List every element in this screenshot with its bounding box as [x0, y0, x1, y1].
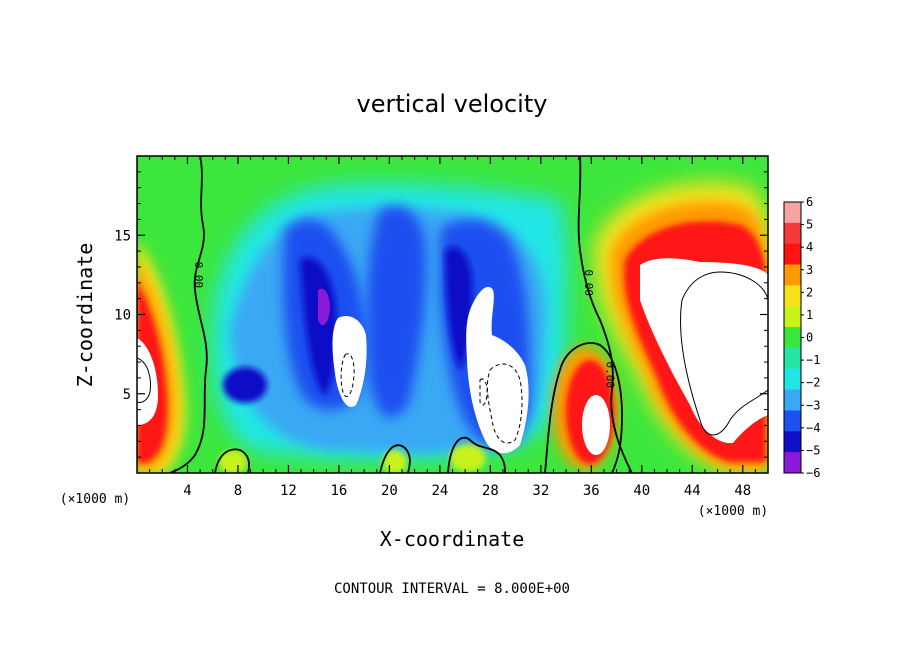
zero-contour — [214, 448, 250, 473]
colorbar-label: 0 — [806, 331, 813, 345]
zero-contour — [577, 156, 633, 473]
colorbar-swatch — [784, 347, 801, 370]
colorbar-swatch — [784, 222, 801, 245]
colorbar: 6 5 4 3 2 1 0 −1 −2 −3 −4 −5 −6 — [783, 195, 820, 480]
downdraft-core-west — [300, 257, 337, 395]
colorbar-label: −1 — [806, 353, 820, 367]
downdraft-deep-center — [367, 206, 427, 418]
negative-contour — [486, 363, 523, 444]
plot-field: 0.00 0.00 0.00 — [137, 156, 768, 473]
negative-contour — [340, 353, 355, 397]
x-tick-label: 48 — [734, 483, 751, 499]
colorbar-label: −4 — [806, 421, 820, 435]
saturated-region — [332, 315, 367, 408]
y-tick-label: 15 — [114, 228, 131, 244]
colorbar-label: −6 — [806, 466, 820, 480]
colorbar-label: 3 — [806, 263, 813, 277]
x-tick-label: 12 — [280, 483, 297, 499]
colorbar-swatch — [784, 327, 801, 349]
contour-label: 0.00 — [192, 262, 205, 289]
x-unit-label-right: (×1000 m) — [698, 504, 768, 519]
colorbar-label: −3 — [806, 398, 820, 412]
contour-labels: 0.00 0.00 0.00 — [192, 262, 616, 388]
y-axis-title: Z-coordinate — [73, 243, 97, 388]
positive-contour — [137, 357, 151, 403]
x-axis-title: X-coordinate — [380, 527, 525, 551]
colorbar-label: 1 — [806, 308, 813, 322]
colorbar-swatch — [784, 243, 801, 266]
contour-label: 0.00 — [603, 361, 616, 388]
colorbar-label: −5 — [806, 443, 820, 457]
colorbar-swatch — [784, 389, 801, 411]
colorbar-label: 6 — [806, 195, 813, 209]
updraft-cell-saturated — [582, 395, 610, 455]
zero-contour — [379, 444, 411, 473]
x-axis: 4 8 12 16 20 24 28 32 36 40 44 48 — [149, 156, 756, 499]
downdraft-streak-purple — [318, 288, 330, 326]
colorbar-swatch — [784, 285, 801, 307]
colorbar-label: −2 — [806, 376, 820, 390]
colorbar-swatch — [784, 431, 801, 453]
contour-label: 0.00 — [582, 270, 595, 297]
x-tick-label: 40 — [633, 483, 650, 499]
downdraft-lobe-left — [223, 367, 267, 403]
x-tick-label: 4 — [183, 483, 191, 499]
y-axis: 5 10 15 — [114, 171, 768, 458]
colorbar-swatch — [784, 306, 801, 328]
x-tick-label: 44 — [684, 483, 701, 499]
x-tick-label: 36 — [583, 483, 600, 499]
colorbar-swatch — [784, 410, 801, 432]
x-tick-label: 24 — [431, 483, 448, 499]
contour-interval-note: CONTOUR INTERVAL = 8.000E+00 — [334, 581, 570, 597]
colorbar-swatch — [784, 368, 801, 391]
downdraft-core-east — [445, 246, 473, 370]
zero-contour — [169, 156, 208, 473]
colorbar-swatch — [784, 202, 801, 224]
colorbar-label: 2 — [806, 285, 813, 299]
saturated-region — [137, 338, 158, 425]
y-tick-label: 10 — [114, 308, 131, 324]
y-tick-label: 5 — [123, 387, 131, 403]
zero-contour — [544, 342, 623, 473]
colorbar-label: 5 — [806, 218, 813, 232]
colorbar-swatch — [784, 264, 801, 286]
x-tick-label: 8 — [234, 483, 242, 499]
surface-cell — [450, 444, 486, 472]
x-unit-label-left: (×1000 m) — [60, 492, 130, 507]
colorbar-label: 4 — [806, 240, 813, 254]
chart-title: vertical velocity — [357, 90, 548, 118]
positive-contour — [680, 271, 768, 436]
surface-cell — [219, 450, 247, 473]
saturated-region — [640, 258, 768, 444]
saturated-region — [466, 286, 529, 454]
x-tick-label: 20 — [381, 483, 398, 499]
x-tick-label: 16 — [330, 483, 347, 499]
colorbar-swatch — [784, 452, 801, 474]
x-tick-label: 32 — [532, 483, 549, 499]
zero-contour — [447, 436, 506, 473]
x-tick-label: 28 — [482, 483, 499, 499]
